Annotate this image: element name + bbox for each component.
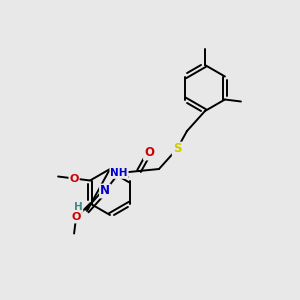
Text: O: O bbox=[69, 173, 79, 184]
Text: N: N bbox=[100, 184, 110, 197]
Text: NH: NH bbox=[110, 168, 128, 178]
Text: O: O bbox=[71, 212, 81, 223]
Text: S: S bbox=[173, 142, 181, 155]
Text: H: H bbox=[74, 202, 82, 212]
Text: O: O bbox=[144, 146, 154, 160]
